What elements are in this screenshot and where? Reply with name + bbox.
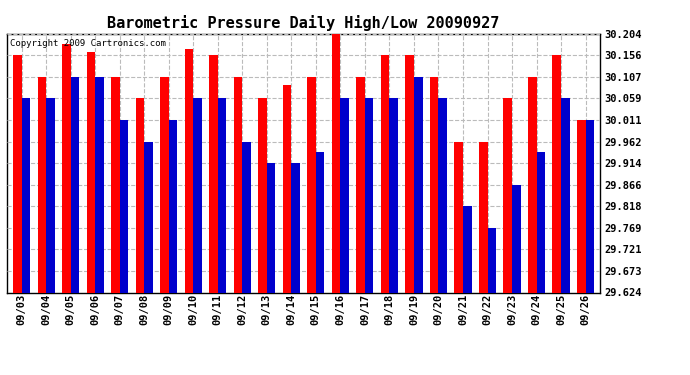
Bar [242, 142, 251, 292]
Bar [537, 152, 545, 292]
Bar [209, 55, 218, 292]
Bar [267, 163, 275, 292]
Text: Copyright 2009 Cartronics.com: Copyright 2009 Cartronics.com [10, 39, 166, 48]
Bar [185, 49, 193, 292]
Bar [577, 120, 586, 292]
Bar [70, 77, 79, 292]
Bar [258, 98, 267, 292]
Bar [62, 45, 70, 292]
Bar [504, 98, 512, 292]
Bar [21, 98, 30, 292]
Bar [169, 120, 177, 292]
Bar [316, 152, 324, 292]
Bar [455, 142, 463, 292]
Bar [463, 206, 471, 292]
Bar [136, 98, 144, 292]
Bar [430, 77, 438, 292]
Bar [283, 85, 291, 292]
Bar [234, 77, 242, 292]
Bar [160, 77, 169, 292]
Bar [512, 184, 521, 292]
Bar [291, 163, 300, 292]
Bar [528, 77, 537, 292]
Bar [414, 77, 422, 292]
Bar [438, 98, 447, 292]
Bar [119, 120, 128, 292]
Title: Barometric Pressure Daily High/Low 20090927: Barometric Pressure Daily High/Low 20090… [108, 15, 500, 31]
Bar [356, 77, 365, 292]
Bar [46, 98, 55, 292]
Bar [111, 77, 119, 292]
Bar [479, 142, 488, 292]
Bar [13, 55, 21, 292]
Bar [144, 142, 152, 292]
Bar [218, 98, 226, 292]
Bar [561, 98, 570, 292]
Bar [488, 228, 496, 292]
Bar [193, 98, 202, 292]
Bar [332, 34, 340, 292]
Bar [307, 77, 316, 292]
Bar [389, 98, 398, 292]
Bar [553, 55, 561, 292]
Bar [381, 55, 389, 292]
Bar [405, 55, 414, 292]
Bar [95, 77, 104, 292]
Bar [37, 77, 46, 292]
Bar [586, 120, 594, 292]
Bar [340, 98, 349, 292]
Bar [86, 52, 95, 292]
Bar [365, 98, 373, 292]
